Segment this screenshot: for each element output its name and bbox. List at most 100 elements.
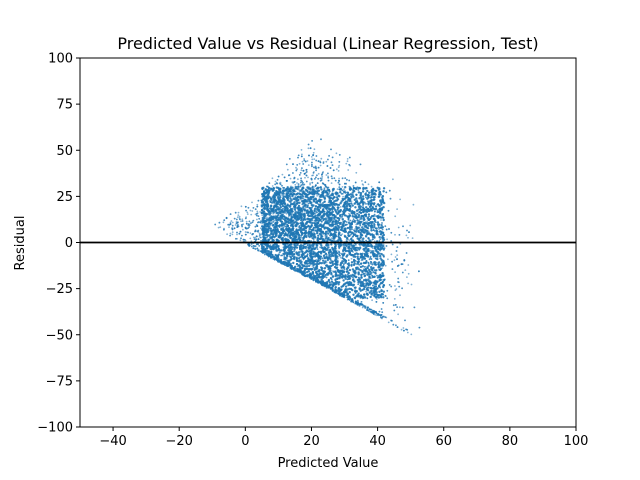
data-point (271, 177, 274, 180)
data-point (284, 195, 287, 198)
data-point (374, 285, 378, 288)
data-point (376, 209, 379, 212)
data-point (357, 189, 360, 191)
data-point (312, 151, 315, 154)
data-point (312, 266, 315, 269)
data-point (248, 244, 251, 247)
data-point (307, 176, 309, 179)
data-point (337, 166, 340, 169)
data-point (341, 186, 344, 188)
data-point (368, 291, 371, 294)
data-point (381, 311, 384, 314)
data-point (336, 257, 339, 260)
data-point (331, 209, 334, 211)
data-point (252, 219, 255, 222)
data-point (301, 220, 304, 223)
data-point (341, 256, 344, 258)
data-point (406, 276, 408, 278)
data-point (297, 183, 300, 186)
data-point (347, 231, 350, 235)
data-point (272, 221, 275, 223)
data-point (350, 300, 353, 303)
data-point (330, 175, 333, 178)
data-point (231, 231, 234, 234)
data-point (310, 156, 313, 158)
data-point (236, 231, 238, 234)
data-point (365, 290, 367, 293)
data-point (234, 211, 237, 214)
data-point (360, 217, 363, 220)
data-point (334, 179, 337, 182)
data-point (327, 172, 329, 175)
data-point (375, 312, 378, 315)
data-point (348, 156, 351, 159)
data-point (406, 331, 409, 334)
data-point (295, 166, 297, 169)
data-point (256, 218, 258, 221)
data-point (266, 216, 268, 219)
data-point (396, 306, 398, 308)
data-point (381, 228, 384, 231)
data-point (229, 232, 232, 235)
data-point (300, 236, 303, 239)
data-point (386, 289, 389, 292)
data-point (311, 165, 313, 168)
data-point (235, 237, 237, 240)
data-point (384, 316, 387, 318)
data-point (390, 253, 393, 256)
data-point (385, 228, 388, 231)
data-point (303, 159, 306, 162)
data-point (290, 199, 293, 202)
data-point (348, 212, 350, 215)
data-point (374, 210, 376, 213)
data-point (410, 333, 413, 336)
data-point (350, 239, 354, 243)
data-point (348, 298, 350, 301)
data-point (396, 258, 398, 261)
data-point (252, 236, 255, 239)
data-point (314, 167, 317, 169)
data-point (357, 283, 360, 286)
data-point (393, 309, 396, 312)
data-point (327, 176, 330, 179)
data-point (372, 229, 375, 232)
data-point (327, 246, 329, 249)
data-point (306, 262, 309, 265)
data-point (229, 221, 232, 224)
data-point (242, 238, 245, 241)
data-point (357, 214, 361, 217)
data-point (339, 256, 342, 259)
data-point (254, 229, 257, 232)
data-point (418, 270, 420, 273)
data-point (321, 257, 324, 260)
data-point (268, 182, 271, 185)
data-point (412, 203, 415, 206)
data-point (320, 157, 323, 160)
data-point (367, 261, 370, 264)
data-point (387, 258, 389, 261)
data-point (300, 169, 303, 172)
data-point (325, 185, 327, 188)
data-point (279, 183, 282, 186)
data-point (297, 185, 299, 188)
data-point (401, 271, 404, 274)
data-point (307, 164, 310, 167)
data-point (395, 250, 398, 252)
data-point (332, 169, 335, 172)
data-point (311, 140, 313, 142)
data-point (305, 174, 308, 177)
data-point (338, 164, 341, 167)
data-point (231, 224, 234, 227)
data-point (279, 181, 282, 184)
data-point (398, 234, 401, 236)
data-point (338, 177, 340, 180)
data-point (255, 235, 258, 238)
data-point (391, 268, 394, 270)
data-point (361, 183, 364, 186)
data-point (328, 155, 330, 157)
data-point (367, 183, 370, 186)
data-point (390, 231, 393, 234)
data-point (330, 243, 333, 246)
data-point (242, 223, 245, 226)
data-point (301, 200, 304, 203)
